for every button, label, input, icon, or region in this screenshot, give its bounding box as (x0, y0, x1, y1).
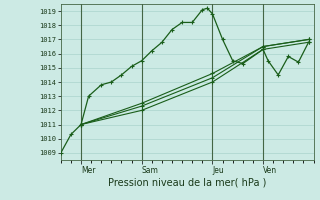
X-axis label: Pression niveau de la mer( hPa ): Pression niveau de la mer( hPa ) (108, 177, 266, 187)
